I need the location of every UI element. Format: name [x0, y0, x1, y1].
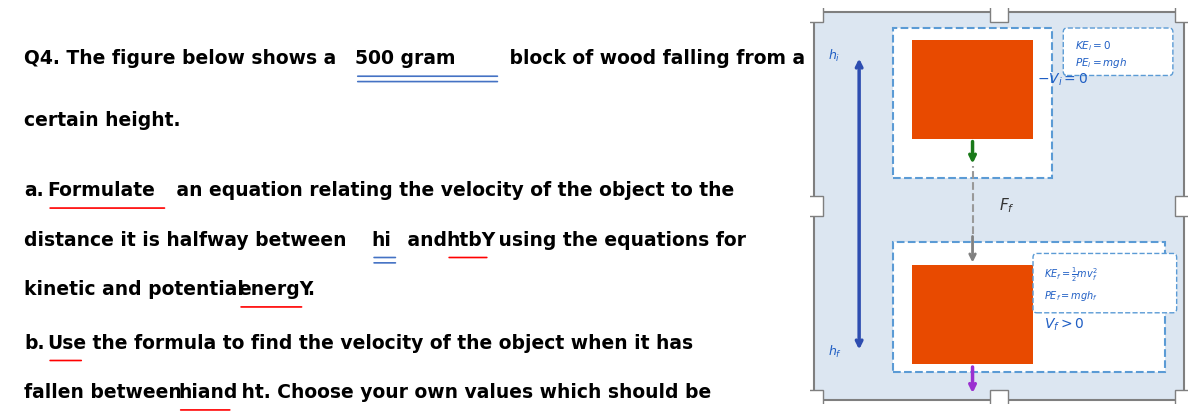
Text: an equation relating the velocity of the object to the: an equation relating the velocity of the…	[169, 181, 734, 200]
Text: and: and	[401, 231, 454, 250]
Bar	[893, 28, 1052, 178]
Text: kinetic and potential: kinetic and potential	[24, 280, 251, 299]
Text: .: .	[307, 280, 314, 299]
Text: using the equations for: using the equations for	[492, 231, 746, 250]
Text: Formulate: Formulate	[47, 181, 155, 200]
Text: a.: a.	[24, 181, 44, 200]
Text: Use: Use	[47, 334, 86, 353]
FancyBboxPatch shape	[1033, 253, 1177, 313]
Bar	[990, 390, 1008, 410]
Text: distance it is halfway between: distance it is halfway between	[24, 231, 354, 250]
Bar	[804, 390, 823, 410]
Text: block of wood falling from a: block of wood falling from a	[504, 49, 805, 68]
Text: $KE_f = \frac{1}{2} mv_f^2$: $KE_f = \frac{1}{2} mv_f^2$	[1044, 266, 1098, 284]
Text: $h_f$: $h_f$	[828, 344, 841, 360]
Text: $F_f$: $F_f$	[998, 197, 1015, 215]
Bar	[893, 241, 1165, 372]
Text: energY: energY	[239, 280, 313, 299]
Text: hi: hi	[371, 231, 391, 250]
Text: htbY: htbY	[446, 231, 496, 250]
Text: b.: b.	[24, 334, 44, 353]
Text: Q4. The figure below shows a: Q4. The figure below shows a	[24, 49, 343, 68]
Text: ht. Choose your own values which should be: ht. Choose your own values which should …	[235, 383, 712, 402]
Bar	[1175, 2, 1194, 22]
Text: $PE_f = mgh_f$: $PE_f = mgh_f$	[1044, 289, 1098, 303]
Text: certain height.: certain height.	[24, 111, 181, 130]
Bar	[912, 265, 1033, 364]
Bar	[804, 196, 823, 216]
Text: $V_f >0$: $V_f >0$	[1044, 316, 1085, 333]
Bar	[1175, 196, 1194, 216]
FancyBboxPatch shape	[1063, 28, 1172, 75]
Text: $KE_i =0$: $KE_i =0$	[1075, 39, 1111, 53]
Bar	[912, 40, 1033, 139]
Text: 500 gram: 500 gram	[355, 49, 456, 68]
Text: $h_i$: $h_i$	[828, 48, 841, 64]
Text: $PE_i =mgh$: $PE_i =mgh$	[1075, 56, 1127, 70]
Text: hiand: hiand	[178, 383, 238, 402]
Text: the formula to find the velocity of the object when it has: the formula to find the velocity of the …	[86, 334, 694, 353]
Bar	[804, 2, 823, 22]
Text: fallen between: fallen between	[24, 383, 188, 402]
Text: $- V_i =0$: $- V_i =0$	[1037, 71, 1088, 88]
Bar	[990, 2, 1008, 22]
Bar	[1175, 390, 1194, 410]
